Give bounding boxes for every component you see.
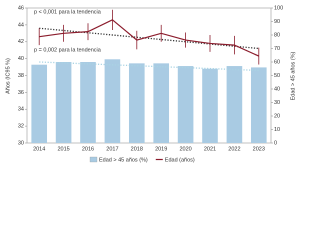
trend-line [39,27,259,50]
legend-swatch [89,156,98,163]
y-tick-label: 30 [18,140,24,146]
y2-tick-label: 60 [274,59,280,65]
x-tick-label: 2016 [82,146,94,152]
y-tick-label: 40 [18,56,24,62]
y2-tick-label: 20 [274,113,280,119]
x-tick-label: 2023 [253,146,265,152]
y-tick-label: 46 [18,5,24,11]
line [39,19,260,57]
legend-label: Edad (años) [165,157,195,163]
legend-label: Edad > 45 años (%) [99,157,148,163]
y2-tick-label: 80 [274,32,280,38]
bar [31,64,48,143]
trend-line [39,61,259,72]
y-tick-label: 42 [18,39,24,45]
y-tick-label: 44 [18,22,24,28]
annotation: p < 0,001 para la tendencia [34,9,102,15]
bar [226,66,243,143]
y2-tick-label: 40 [274,86,280,92]
y2-tick-label: 90 [274,19,280,25]
bar [80,62,96,143]
y2-tick-label: 50 [274,73,280,79]
y-axis-label: Años (IC95 %) [5,58,11,94]
x-tick-label: 2022 [228,146,240,152]
x-tick-label: 2018 [131,146,143,152]
bar [104,59,121,143]
bar [177,66,194,143]
x-tick-label: 2019 [155,146,167,152]
annotation: p = 0,002 para la tendencia [34,47,102,53]
bar [128,63,145,143]
y2-tick-label: 0 [274,140,277,146]
bar [153,63,170,143]
x-tick-label: 2021 [204,146,216,152]
x-tick-label: 2017 [106,146,118,152]
chart: Años (IC95 %) Edad > 45 años (%) p < 0,0… [5,5,296,163]
x-tick-label: 2014 [33,146,45,152]
y2-tick-label: 10 [274,127,280,133]
y-tick-label: 32 [18,124,24,130]
y2-tick-label: 30 [274,100,280,106]
bar [202,68,218,143]
y-tick-label: 36 [18,90,24,96]
y2-axis-label: Edad > 45 años (%) [290,51,296,100]
y2-tick-label: 70 [274,46,280,52]
bar [55,62,72,143]
x-tick-label: 2020 [179,146,191,152]
y2-tick-label: 100 [274,5,283,11]
x-tick-label: 2015 [57,146,69,152]
y-tick-label: 38 [18,73,24,79]
y-tick-label: 34 [18,107,24,113]
bar [250,67,267,143]
